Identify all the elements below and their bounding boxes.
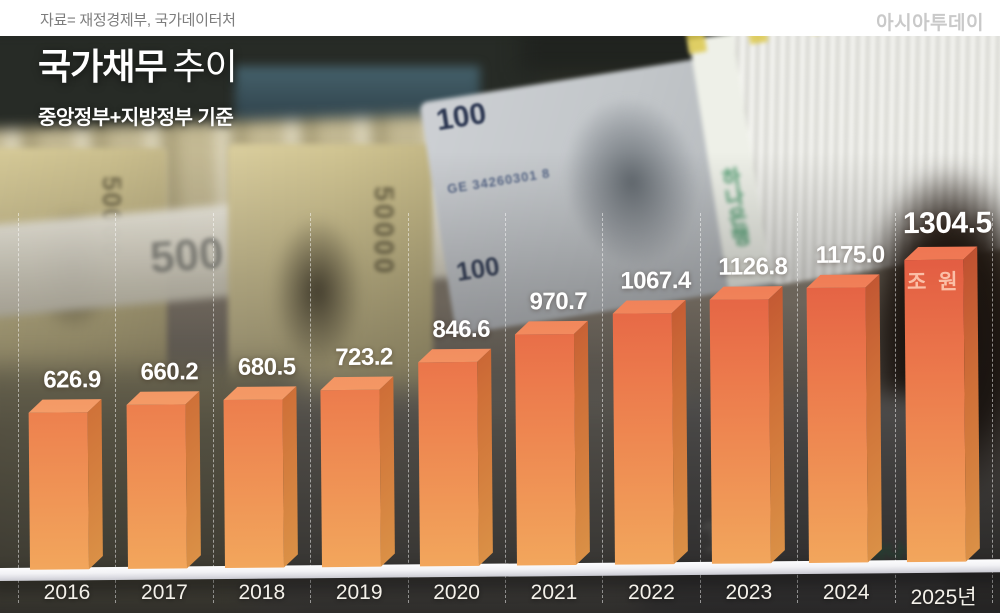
gridline — [18, 213, 19, 603]
gridline — [602, 213, 604, 603]
gridline — [310, 213, 312, 603]
gridline — [992, 213, 993, 603]
x-axis-label-2017: 2017 — [141, 581, 188, 604]
x-axis-label-2021: 2021 — [530, 581, 578, 604]
title-strong: 국가채무 — [38, 46, 167, 87]
x-axis-label-2016: 2016 — [43, 581, 91, 604]
x-axis-label-2018: 2018 — [238, 581, 286, 604]
gridline — [797, 213, 799, 603]
brand-logo: 아시아투데이 — [876, 13, 984, 34]
source-text: 자료= 재정경제부, 국가데이터처 — [40, 12, 236, 29]
chart-subtitle: 중앙정부+지방정부 기준 — [38, 107, 234, 129]
x-axis-label-2019: 2019 — [335, 581, 383, 604]
gridline — [115, 213, 117, 603]
gridline — [212, 213, 214, 603]
gridline — [505, 213, 506, 603]
title-light: 추이 — [172, 46, 237, 87]
source-bar: 자료= 재정경제부, 국가데이터처 아시아투데이 — [0, 0, 1000, 36]
page-title: 국가채무 추이 — [38, 46, 238, 88]
chart-header: 국가채무 추이 중앙정부+지방정부 기준 — [38, 46, 238, 130]
x-axis-label-2025년: 2025년 — [910, 586, 977, 609]
x-axis-label-2023: 2023 — [725, 581, 773, 604]
x-axis-label-2024: 2024 — [822, 581, 870, 604]
gridline — [894, 213, 896, 603]
x-axis-label-2022: 2022 — [628, 581, 675, 604]
x-axis-label-2020: 2020 — [433, 581, 480, 604]
gridline — [407, 213, 409, 603]
gridline — [699, 213, 701, 603]
